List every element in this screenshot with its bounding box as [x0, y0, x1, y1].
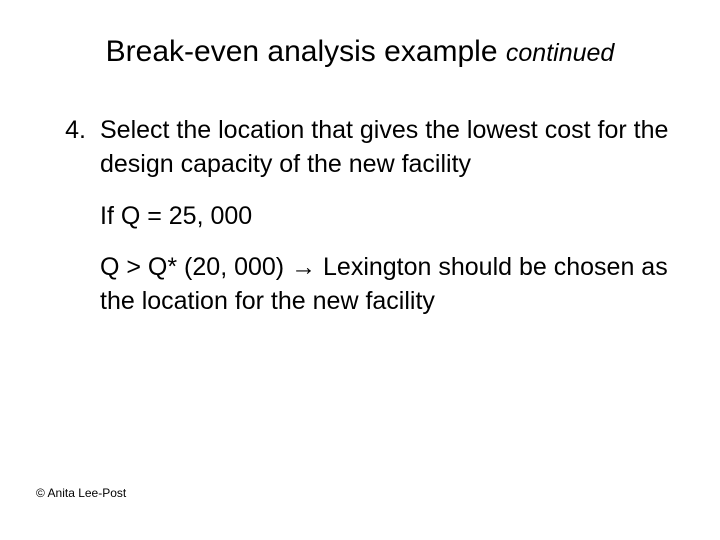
list-text: Select the location that gives the lowes… [100, 114, 670, 182]
list-item-4: 4. Select the location that gives the lo… [50, 114, 670, 182]
slide-title: Break-even analysis example continued [50, 35, 670, 69]
copyright: © Anita Lee-Post [36, 486, 126, 500]
list-number: 4. [50, 114, 100, 182]
title-continued: continued [506, 39, 614, 67]
title-main: Break-even analysis example [106, 35, 498, 68]
line-if-q: If Q = 25, 000 [100, 200, 670, 234]
line-conclusion: Q > Q* (20, 000) → Lexington should be c… [100, 251, 670, 319]
